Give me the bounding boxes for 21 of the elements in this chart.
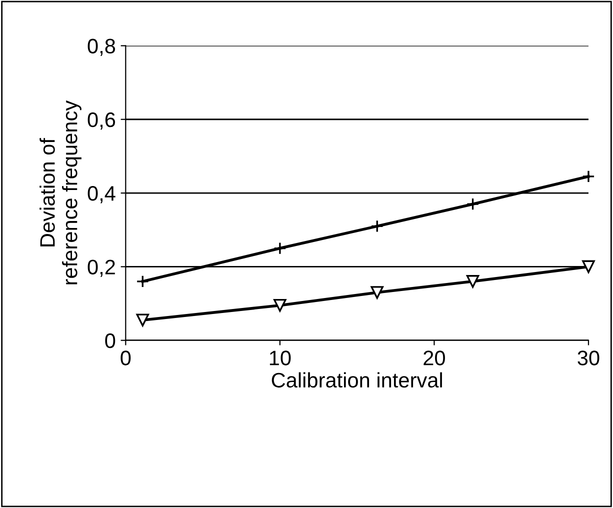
- x-tick-label: 10: [270, 350, 291, 366]
- y-tick-label: 0,6: [88, 112, 116, 130]
- point: [274, 298, 286, 312]
- y-tick-label: 0: [105, 333, 116, 348]
- x-tick-label: 20: [424, 350, 445, 366]
- point: [370, 286, 384, 299]
- point: [136, 314, 150, 326]
- y-tick-label: 0,4: [88, 186, 116, 204]
- point: [136, 275, 150, 288]
- x-tick-label: 0: [120, 350, 131, 366]
- y-tick-label: 0,2: [88, 260, 115, 277]
- point: [466, 275, 480, 288]
- point: [370, 220, 384, 233]
- x-axis-title: Calibration interval: [272, 372, 442, 388]
- point: [582, 260, 595, 274]
- y-tick-label: 0,8: [88, 38, 116, 56]
- point: [274, 242, 286, 255]
- point: [582, 170, 595, 183]
- point: [466, 198, 480, 210]
- x-tick-label: 30: [578, 350, 600, 366]
- y-axis-title: Deviation of reference frequency: [40, 100, 82, 284]
